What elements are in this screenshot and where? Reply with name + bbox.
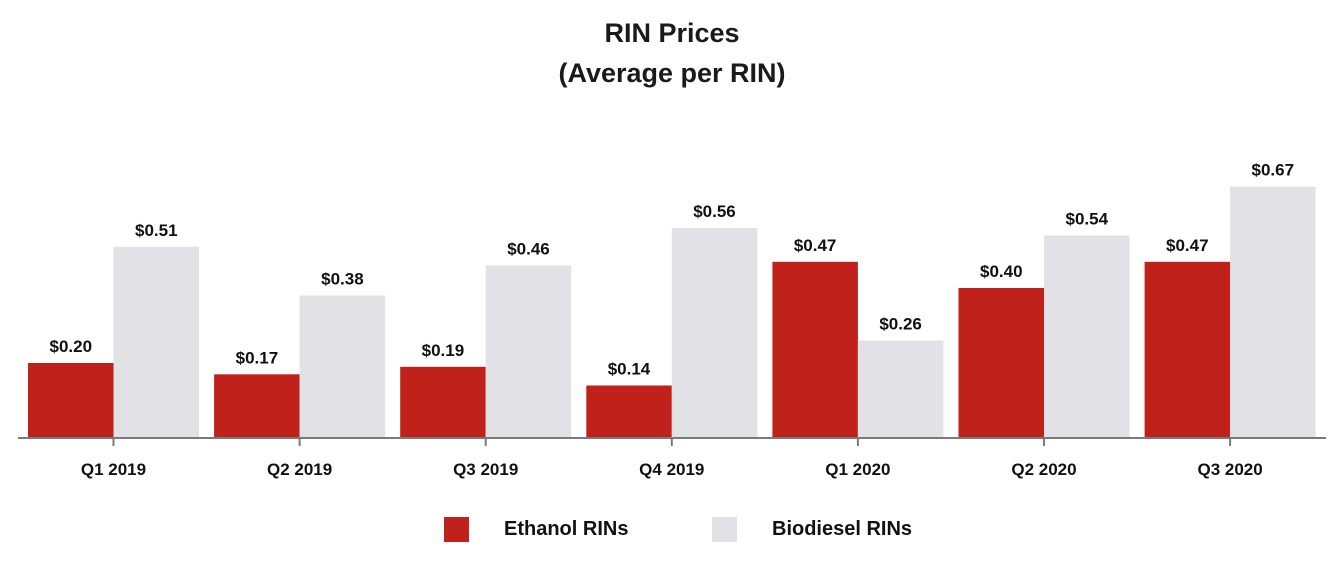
value-label-biodiesel-rins-q2-2020: $0.54 [1066, 210, 1109, 229]
bar-ethanol-rins-q1-2020 [772, 261, 858, 439]
value-label-biodiesel-rins-q2-2019: $0.38 [321, 270, 364, 289]
x-ticks-group [112, 438, 1232, 446]
bar-ethanol-rins-q3-2019 [400, 366, 486, 439]
bar-biodiesel-rins-q2-2020 [1044, 235, 1130, 438]
value-label-biodiesel-rins-q3-2020: $0.67 [1252, 161, 1295, 180]
x-tick-label-q1-2020: Q1 2020 [825, 460, 890, 479]
bar-biodiesel-rins-q3-2020 [1230, 186, 1316, 438]
bar-ethanol-rins-q1-2019 [28, 363, 114, 438]
bar-biodiesel-rins-q4-2019 [671, 228, 758, 438]
value-label-biodiesel-rins-q1-2020: $0.26 [879, 315, 922, 334]
value-label-ethanol-rins-q4-2019: $0.14 [608, 360, 651, 379]
value-label-biodiesel-rins-q1-2019: $0.51 [135, 221, 178, 240]
value-label-ethanol-rins-q3-2020: $0.47 [1166, 236, 1209, 255]
x-tick-label-q2-2020: Q2 2020 [1011, 460, 1076, 479]
value-label-ethanol-rins-q1-2020: $0.47 [794, 236, 837, 255]
bar-ethanol-rins-q3-2020 [1144, 261, 1231, 439]
value-label-ethanol-rins-q3-2019: $0.19 [422, 341, 465, 360]
value-label-ethanol-rins-q2-2019: $0.17 [236, 348, 279, 367]
value-labels-group: $0.20 $0.51 $0.17 $0.38 $0.19 $0.46 $0.14 $0.56… [50, 161, 1295, 379]
legend-swatch-ethanol [444, 516, 469, 542]
x-tick-label-q3-2019: Q3 2019 [453, 460, 518, 479]
value-label-ethanol-rins-q1-2019: $0.20 [50, 337, 93, 356]
x-tick-label-q1-2019: Q1 2019 [81, 460, 146, 479]
x-tick-label-q2-2019: Q2 2019 [267, 460, 332, 479]
bar-biodiesel-rins-q1-2020 [857, 340, 944, 438]
bar-biodiesel-rins-q3-2019 [485, 265, 572, 438]
legend-swatch-biodiesel [712, 516, 737, 542]
legend-label-ethanol: Ethanol RINs [504, 517, 629, 540]
chart-title: RIN Prices [604, 18, 740, 48]
chart-subtitle: (Average per RIN) [558, 58, 786, 88]
legend-label-biodiesel: Biodiesel RINs [772, 517, 913, 540]
x-tick-labels-group: Q1 2019 Q2 2019 Q3 2019 Q4 2019 Q1 2020 Q2 20… [81, 460, 1263, 479]
value-label-biodiesel-rins-q4-2019: $0.56 [693, 202, 736, 221]
bar-biodiesel-rins-q2-2019 [299, 295, 386, 438]
bar-ethanol-rins-q2-2019 [214, 374, 300, 439]
bar-ethanol-rins-q2-2020 [958, 288, 1044, 438]
legend-item-ethanol: Ethanol RINs [444, 515, 628, 543]
value-label-ethanol-rins-q2-2020: $0.40 [980, 262, 1023, 281]
bar-chart: $0.20 $0.51 $0.17 $0.38 $0.19 $0.46 $0.14 $0.56… [18, 161, 1326, 479]
legend-item-biodiesel: Biodiesel RINs [712, 515, 912, 543]
bars-group [28, 186, 1316, 439]
x-tick-label-q4-2019: Q4 2019 [639, 460, 704, 479]
bar-ethanol-rins-q4-2019 [586, 385, 672, 438]
value-label-biodiesel-rins-q3-2019: $0.46 [507, 240, 550, 259]
bar-biodiesel-rins-q1-2019 [113, 246, 199, 439]
x-tick-label-q3-2020: Q3 2020 [1197, 460, 1262, 479]
